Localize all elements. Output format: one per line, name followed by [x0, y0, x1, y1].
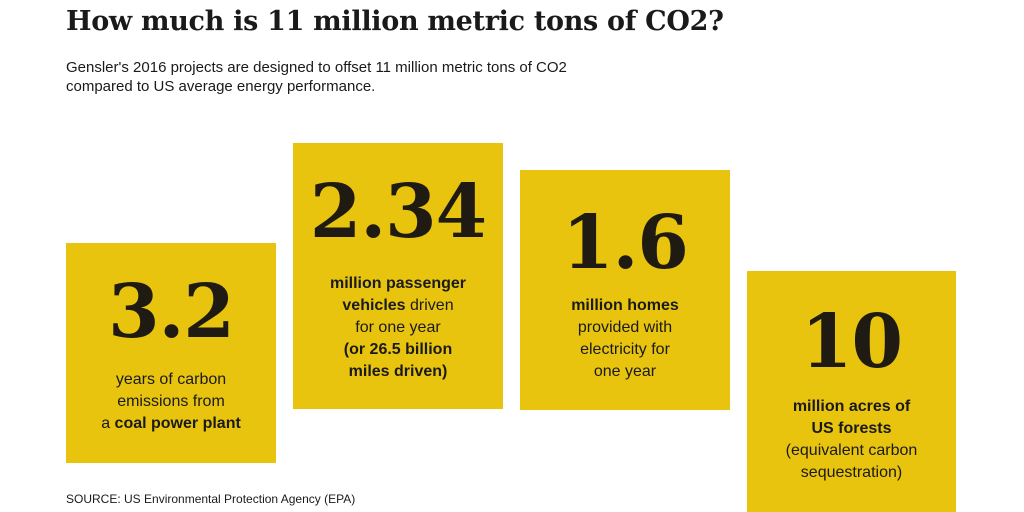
desc-line: (equivalent carbon [785, 442, 918, 459]
page-title: How much is 11 million metric tons of CO… [66, 6, 724, 37]
source-note: SOURCE: US Environmental Protection Agen… [66, 492, 356, 506]
stat-card-coal-plant: 3.2 years of carbon emissions from a coa… [66, 243, 276, 463]
desc-line: provided with [577, 319, 673, 336]
stat-value: 2.34 [309, 169, 487, 255]
desc-line: years of carbon [115, 371, 227, 388]
desc-line: vehicles driven [342, 297, 454, 314]
stat-card-us-forests: 10 million acres of US forests (equivale… [747, 271, 956, 512]
desc-line: miles driven) [348, 363, 448, 380]
stat-description: million acres of US forests (equivalent … [747, 396, 956, 484]
desc-line: a coal power plant [101, 415, 241, 432]
stat-value: 1.6 [562, 200, 689, 286]
desc-line: million acres of [792, 398, 911, 415]
stat-card-homes: 1.6 million homes provided with electric… [520, 170, 730, 410]
desc-line: US forests [811, 420, 892, 437]
stat-card-passenger-vehicles: 2.34 million passenger vehicles driven f… [293, 143, 503, 409]
desc-line: emissions from [117, 393, 225, 410]
desc-line: electricity for [580, 341, 670, 358]
desc-line: for one year [355, 319, 441, 336]
stat-value: 10 [801, 299, 903, 385]
stat-value: 3.2 [108, 269, 235, 355]
desc-line: sequestration) [800, 464, 903, 481]
stat-description: million passenger vehicles driven for on… [293, 273, 503, 383]
page-subtitle: Gensler's 2016 projects are designed to … [66, 59, 567, 95]
desc-line: one year [593, 363, 657, 380]
desc-line: million passenger [329, 275, 467, 292]
desc-line: (or 26.5 billion [343, 341, 453, 358]
desc-line: million homes [571, 297, 679, 314]
stat-description: years of carbon emissions from a coal po… [66, 369, 276, 435]
stat-description: million homes provided with electricity … [520, 295, 730, 383]
